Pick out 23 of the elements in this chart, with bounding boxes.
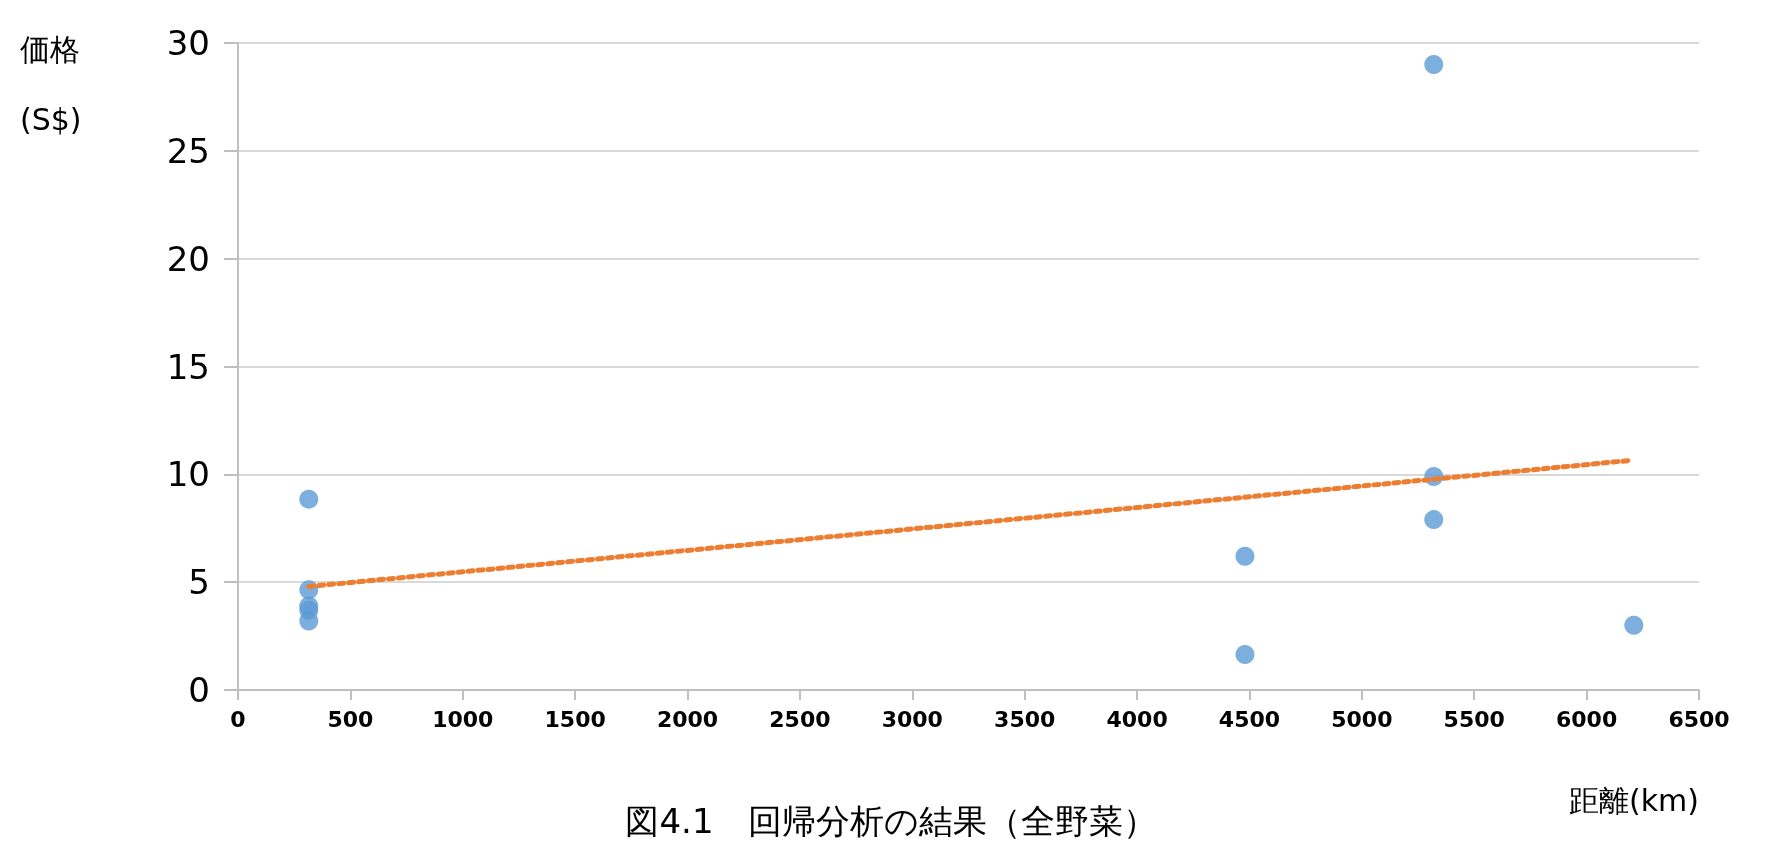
x-tick-label: 3500 xyxy=(994,706,1056,732)
x-tick-label: 5000 xyxy=(1331,706,1393,732)
y-tick-label: 5 xyxy=(188,562,210,603)
y-tick-label: 25 xyxy=(166,130,210,171)
x-tick-label: 6000 xyxy=(1556,706,1618,732)
x-tick-label: 3000 xyxy=(881,706,943,732)
y-tick-label: 20 xyxy=(166,238,210,279)
x-tick-label: 1500 xyxy=(544,706,606,732)
x-tick-label: 2000 xyxy=(656,706,719,732)
y-axis-title: 価格 (S$) xyxy=(20,31,82,137)
x-tick-label: 1000 xyxy=(432,706,494,732)
text: 図4.1 回帰分析の結果（全野菜） xyxy=(625,801,1157,841)
x-tick-label: 6500 xyxy=(1668,706,1730,732)
x-tick-label: 4500 xyxy=(1218,706,1281,732)
x-tick-label: 5500 xyxy=(1443,706,1505,732)
y-tick-label: 30 xyxy=(166,23,210,63)
y-tick-label: 10 xyxy=(166,454,210,495)
y-tick-label: 15 xyxy=(166,346,210,387)
x-tick-label: 0 xyxy=(230,706,246,732)
x-tick-label: 500 xyxy=(327,706,374,732)
x-axis-title: 距離(km) xyxy=(1568,782,1699,818)
x-tick-label: 2500 xyxy=(769,706,831,732)
x-tick-label: 4000 xyxy=(1106,706,1168,732)
